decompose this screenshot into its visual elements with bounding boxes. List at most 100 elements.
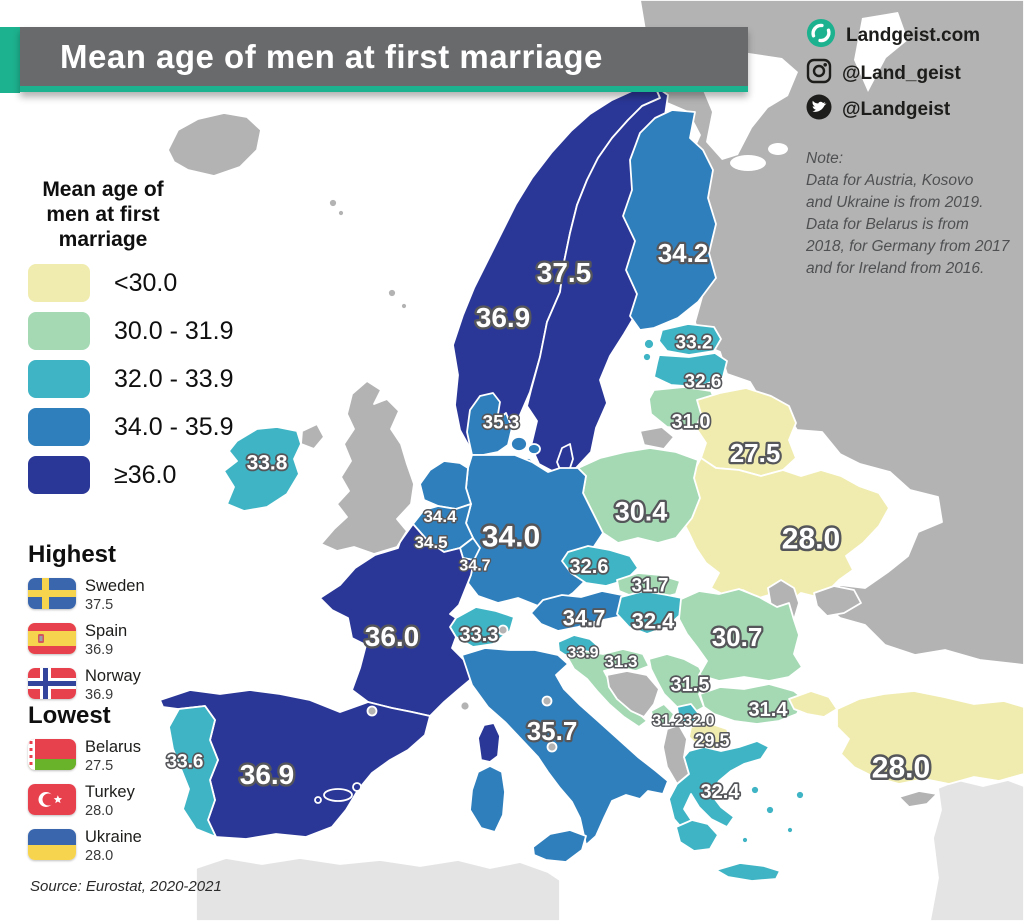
rank-entry-ukraine: Ukraine 28.0 xyxy=(28,828,142,865)
region-crimea xyxy=(813,585,862,617)
country-france xyxy=(319,523,475,717)
island-crete xyxy=(715,862,781,882)
map-label-north-macedonia: 29.5 xyxy=(694,730,729,750)
country-north-macedonia xyxy=(688,722,732,750)
country-portugal xyxy=(168,705,219,838)
region-turkey-thrace xyxy=(788,690,838,718)
rank-entry-sweden: Sweden 37.5 xyxy=(28,577,145,614)
branding-twitter: @Landgeist xyxy=(806,94,980,125)
map-label-lithuania: 31.0 xyxy=(672,411,711,433)
legend-swatch-cat2 xyxy=(28,312,90,351)
map-label-france: 36.0 xyxy=(365,621,420,652)
aegean-island-2 xyxy=(765,805,775,815)
rank-entry-turkey: Turkey 28.0 xyxy=(28,783,142,820)
island-sardinia xyxy=(469,765,506,833)
rank-value: 37.5 xyxy=(85,597,114,613)
map-label-romania: 30.7 xyxy=(712,622,763,652)
map-label-kosovo: 32.0 xyxy=(683,713,714,730)
map-label-belarus: 27.5 xyxy=(730,438,781,468)
map-label-germany: 34.0 xyxy=(482,521,540,554)
country-iceland xyxy=(167,112,262,177)
white-sea-arm xyxy=(854,12,908,92)
map-label-poland: 30.4 xyxy=(615,496,668,526)
landgeist-logo-icon xyxy=(806,18,836,53)
country-cyprus xyxy=(898,790,938,808)
microstate-liechtenstein xyxy=(497,624,509,636)
branding: Landgeist.com @Land_geist @Landgeist xyxy=(806,18,980,130)
island-ibiza xyxy=(314,796,322,804)
legend-label-cat5: ≥36.0 xyxy=(114,460,177,489)
map-label-denmark: 35.3 xyxy=(483,413,520,434)
map-label-finland: 34.2 xyxy=(658,238,709,268)
map-label-austria: 34.7 xyxy=(563,606,606,631)
flag-belarus xyxy=(28,739,76,770)
country-bulgaria xyxy=(699,683,805,725)
country-hungary xyxy=(616,590,688,635)
twitter-handle: @Landgeist xyxy=(842,98,951,120)
map-label-serbia: 31.5 xyxy=(671,674,710,696)
site-label: Landgeist.com xyxy=(846,24,981,46)
country-ireland xyxy=(223,426,302,512)
country-italy xyxy=(461,647,669,846)
legend-row-4: 34.0 - 35.9 xyxy=(28,408,268,447)
map-label-italy: 35.7 xyxy=(527,716,578,746)
lake-onega xyxy=(768,143,788,155)
legend-title: Mean age of men at first marriage xyxy=(42,178,164,251)
instagram-icon xyxy=(806,58,832,89)
flag-sweden xyxy=(28,578,76,609)
country-finland xyxy=(622,109,717,331)
legend-swatch-cat5 xyxy=(28,456,90,495)
rank-value: 28.0 xyxy=(85,848,114,864)
map-label-hungary: 32.4 xyxy=(632,609,676,634)
aegean-island-1 xyxy=(750,785,760,795)
title-accent-block xyxy=(0,27,20,93)
faroe-islands xyxy=(328,198,338,208)
shetland xyxy=(387,288,397,298)
rank-country: Sweden xyxy=(85,577,145,595)
island-corsica xyxy=(477,722,501,763)
aegean-island-5 xyxy=(795,790,805,800)
rank-value: 36.9 xyxy=(85,642,114,658)
flag-turkey xyxy=(28,784,76,815)
branding-instagram: @Land_geist xyxy=(806,58,980,89)
orkney xyxy=(400,302,408,310)
region-kaliningrad xyxy=(639,426,675,450)
microstate-vatican xyxy=(546,741,558,753)
rank-entry-belarus: Belarus 27.5 xyxy=(28,738,142,775)
legend-row-5: ≥36.0 xyxy=(28,456,268,495)
legend-row-2: 30.0 - 31.9 xyxy=(28,312,268,351)
legend-label-cat3: 32.0 - 33.9 xyxy=(114,364,234,393)
country-united-kingdom xyxy=(320,380,415,555)
country-montenegro xyxy=(650,703,675,728)
island-sicily xyxy=(532,829,587,863)
map-label-slovenia: 33.9 xyxy=(567,645,598,662)
map-value-labels: 37.536.934.233.232.631.035.333.8 27.528.0… xyxy=(165,236,933,805)
title-bar: Mean age of men at first marriage xyxy=(20,27,748,92)
lake-ladoga xyxy=(730,155,766,171)
faroe-islands-2 xyxy=(337,209,345,217)
country-kosovo xyxy=(676,703,700,726)
legend-row-1: <30.0 xyxy=(28,264,268,303)
lowest-heading: Lowest xyxy=(28,702,111,729)
map-label-switzerland: 33.3 xyxy=(460,624,499,646)
rank-country: Turkey xyxy=(85,783,135,801)
map-label-croatia: 31.3 xyxy=(604,652,637,671)
page-title: Mean age of men at first marriage xyxy=(60,37,603,75)
country-latvia xyxy=(653,352,728,388)
twitter-icon xyxy=(806,94,832,125)
map-label-estonia: 33.2 xyxy=(676,333,713,354)
instagram-handle: @Land_geist xyxy=(842,62,961,84)
island-menorca xyxy=(352,782,362,792)
flag-ukraine xyxy=(28,829,76,860)
map-label-spain: 36.9 xyxy=(240,759,295,790)
country-austria xyxy=(530,590,631,632)
legend-label-cat2: 30.0 - 31.9 xyxy=(114,316,234,345)
island-saaremaa xyxy=(643,338,655,350)
map-label-turkey: 28.0 xyxy=(872,752,930,785)
map-label-netherlands: 34.4 xyxy=(423,507,457,526)
flag-norway xyxy=(28,668,76,699)
aegean-island-4 xyxy=(741,836,749,844)
country-estonia xyxy=(658,323,722,356)
